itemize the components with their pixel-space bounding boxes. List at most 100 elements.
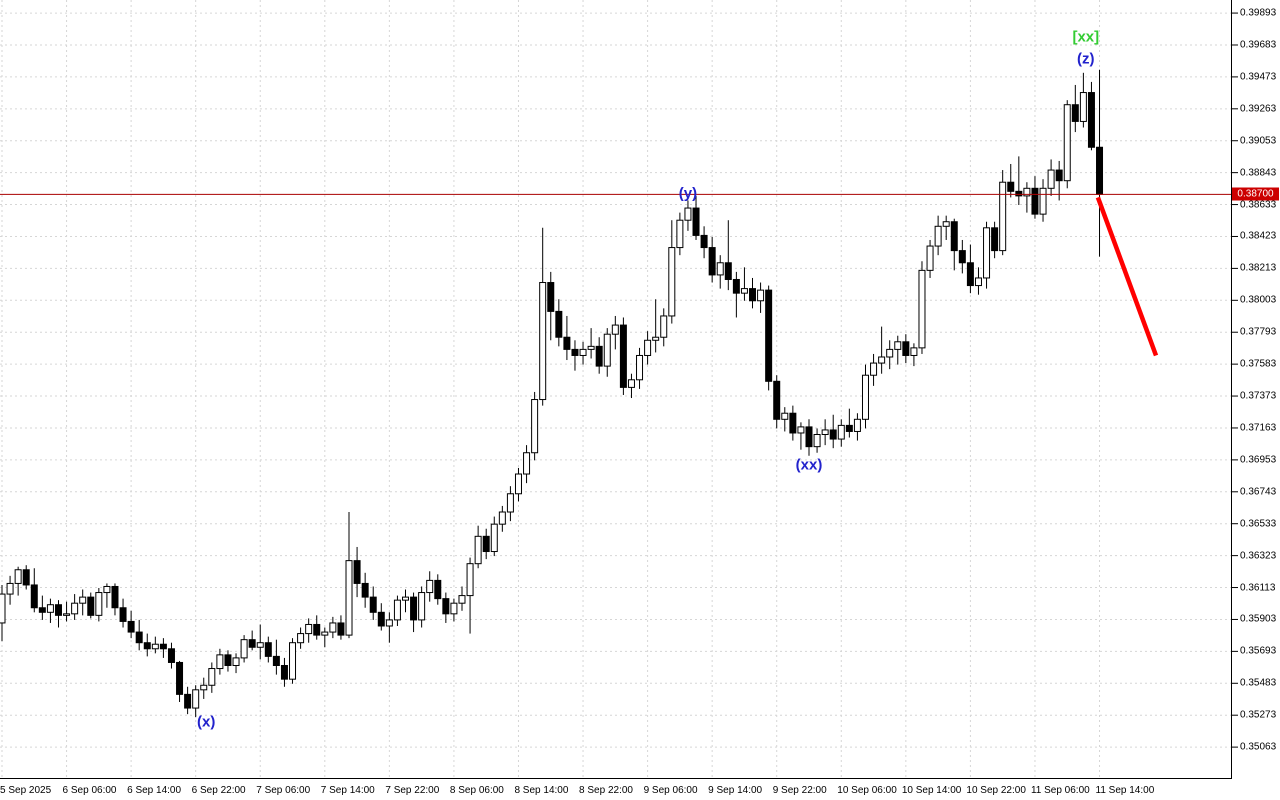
candle-bull-body [853, 418, 861, 432]
candle-bear-body [619, 324, 627, 388]
candle-bull-body [861, 374, 869, 420]
price-axis-label: 0.38633 [1240, 199, 1277, 211]
candle-bear-body [773, 380, 781, 420]
time-axis[interactable]: 5 Sep 2025 6 Sep 06:00 6 Sep 14:00 6 Sep 22… [0, 779, 1280, 800]
price-axis-label: 0.37163 [1240, 422, 1277, 434]
candle-bull-body [103, 585, 111, 594]
candle-bull-body [393, 599, 401, 621]
candle-bear-body [966, 262, 974, 287]
candle-bull-body [983, 227, 991, 279]
candle-bull-body [95, 592, 103, 616]
candle-bull-body [797, 426, 805, 434]
candle-bull-body [1063, 104, 1071, 182]
candle-bull-body [910, 347, 918, 356]
candle-bull-body [474, 535, 482, 565]
price-axis-label: 0.39683 [1240, 39, 1277, 51]
time-axis-label: 9 Sep 14:00 [708, 785, 763, 796]
candle-bull-body [781, 412, 789, 420]
candle-bull-body [79, 596, 87, 604]
wave-label-x[interactable]: (x) [197, 714, 215, 731]
candle-bear-body [280, 665, 288, 680]
candle-bear-body [87, 596, 95, 616]
candle-bear-body [22, 569, 30, 586]
candle-bear-body [902, 341, 910, 356]
candle-bear-body [410, 596, 418, 621]
price-axis-label: 0.35693 [1240, 645, 1277, 657]
time-axis-label: 8 Sep 14:00 [514, 785, 569, 796]
price-tag-value: 0.38700 [1237, 188, 1274, 200]
candle-bull-body [329, 622, 337, 633]
candle-bear-body [749, 288, 757, 302]
candle-bull-body [208, 668, 216, 686]
candle-bull-body [918, 269, 926, 349]
candle-bull-body [934, 225, 942, 247]
price-axis-label: 0.39473 [1240, 71, 1277, 83]
price-axis-label: 0.38213 [1240, 262, 1277, 274]
wave-label-y[interactable]: (y) [679, 185, 697, 202]
candle-bull-body [1047, 169, 1055, 189]
candle-bull-body [46, 604, 54, 613]
candle-bear-body [442, 598, 450, 615]
time-axis-label: 10 Sep 06:00 [837, 785, 897, 796]
candle-bull-body [870, 362, 878, 376]
candle-bull-body [151, 643, 159, 650]
candle-bull-body [1023, 187, 1031, 197]
candle-bear-body [789, 412, 797, 434]
trend-arrow[interactable] [1095, 196, 1159, 357]
candle-bear-body [248, 639, 256, 648]
candle-bear-body [30, 584, 38, 609]
candle-bear-body [692, 207, 700, 236]
price-axis-label: 0.36323 [1240, 550, 1277, 562]
candle-bull-body [216, 654, 224, 670]
candle-bear-body [377, 611, 385, 627]
candle-bear-body [369, 596, 377, 613]
time-axis-label: 5 Sep 2025 [0, 785, 52, 796]
time-axis-label: 11 Sep 06:00 [1030, 785, 1090, 796]
candle-bear-body [272, 655, 280, 667]
price-axis-label: 0.39893 [1240, 7, 1277, 19]
candle-bear-body [1087, 92, 1095, 148]
time-axis-label: 8 Sep 06:00 [449, 785, 504, 796]
candle-bear-body [313, 623, 321, 636]
candle-bull-body [716, 262, 724, 276]
wave-label-z[interactable]: (z) [1077, 50, 1095, 67]
candle-bear-body [1055, 169, 1063, 182]
candle-bull-body [506, 493, 514, 513]
candle-bull-body [192, 689, 200, 709]
candle-bull-body [1039, 187, 1047, 215]
price-axis-label: 0.38423 [1240, 230, 1277, 242]
candle-bear-body [805, 426, 813, 448]
price-axis-label: 0.37583 [1240, 358, 1277, 370]
candle-bull-body [611, 324, 619, 335]
candle-bear-body [119, 607, 127, 622]
candle-bull-body [0, 593, 6, 624]
candle-bear-body [54, 604, 62, 616]
candle-bull-body [837, 424, 845, 440]
plot-area[interactable]: [xx] (z) (y) (xx) (x) [0, 0, 1280, 779]
price-axis-label: 0.38003 [1240, 294, 1277, 306]
price-axis-label: 0.35903 [1240, 613, 1277, 625]
candle-bear-body [845, 424, 853, 432]
candle-bull-body [402, 596, 409, 601]
candle-bull-body [757, 289, 765, 302]
wave-label-xx[interactable]: (xx) [796, 456, 823, 473]
price-tag: 0.38700 [1232, 187, 1279, 201]
price-axis-label: 0.36743 [1240, 486, 1277, 498]
candle-bull-body [531, 399, 539, 454]
candle-bull-body [539, 282, 547, 401]
candle-bull-body [636, 354, 644, 381]
candle-bull-body [999, 181, 1007, 252]
candle-bull-body [627, 379, 635, 388]
candle-bull-body [644, 339, 652, 356]
candle-bull-body [652, 336, 660, 341]
candle-bull-body [740, 288, 748, 294]
candle-bear-body [184, 693, 192, 709]
candle-bear-body [1007, 181, 1015, 192]
candle-bear-body [700, 234, 708, 249]
time-axis-label: 9 Sep 22:00 [772, 785, 827, 796]
candle-bull-body [813, 433, 821, 448]
candle-bear-body [167, 648, 175, 663]
wave-label-xx-outer[interactable]: [xx] [1072, 29, 1099, 46]
price-axis[interactable]: 0.39893 0.39683 0.39473 0.39263 0.39053 0.388… [1232, 0, 1280, 779]
